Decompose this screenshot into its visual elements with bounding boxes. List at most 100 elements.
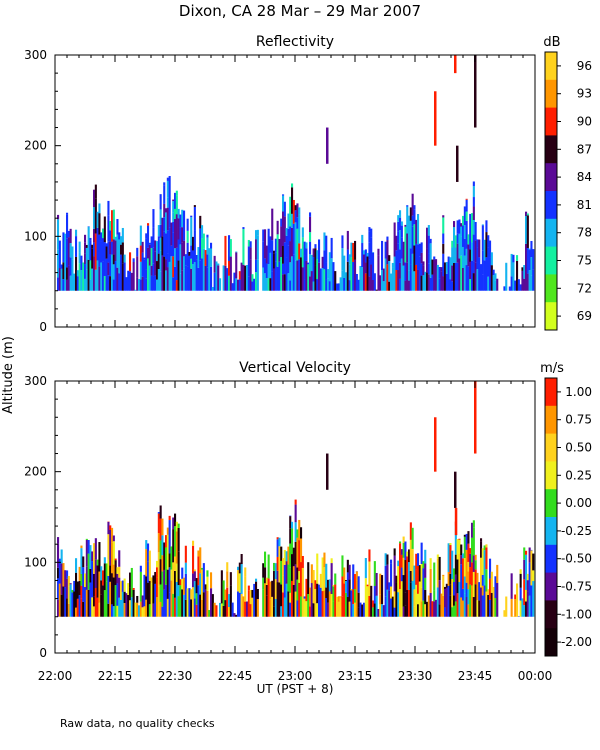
- data-cell: [116, 605, 119, 617]
- data-cell: [256, 259, 259, 291]
- data-cell: [111, 254, 114, 291]
- data-cell: [98, 234, 101, 267]
- data-cell: [462, 246, 465, 269]
- data-cell: [316, 603, 319, 617]
- data-cell: [364, 578, 367, 604]
- data-cell: [60, 264, 63, 269]
- colorbar-label: 1.00: [565, 385, 592, 399]
- data-cell: [247, 590, 250, 617]
- data-cell: [429, 243, 432, 278]
- data-cell: [116, 234, 119, 268]
- data-cell: [388, 281, 391, 291]
- data-cell: [262, 241, 265, 268]
- data-cell: [440, 267, 443, 272]
- data-cell: [411, 580, 414, 617]
- data-cell: [307, 264, 310, 291]
- data-cell: [391, 262, 394, 268]
- data-cell: [433, 590, 436, 602]
- data-cell: [249, 589, 252, 605]
- data-cell: [485, 544, 488, 548]
- data-cell: [307, 593, 310, 617]
- data-cell: [87, 540, 90, 554]
- data-cell: [294, 591, 297, 617]
- data-cell: [296, 529, 299, 538]
- data-cell: [427, 595, 430, 617]
- data-cell: [247, 239, 250, 247]
- data-cell: [309, 587, 312, 607]
- colorbar-swatch: [545, 517, 557, 546]
- data-cell: [251, 597, 254, 617]
- data-cell: [67, 265, 70, 291]
- data-cell: [127, 583, 130, 595]
- data-cell: [393, 222, 396, 257]
- data-cell: [93, 256, 96, 291]
- data-cell: [105, 246, 108, 259]
- data-cell: [237, 570, 240, 592]
- data-cell: [67, 237, 70, 266]
- data-cell: [453, 568, 456, 582]
- data-cell: [386, 554, 389, 565]
- data-cell: [143, 574, 146, 607]
- data-cell: [93, 189, 96, 208]
- data-cell: [305, 601, 308, 617]
- data-cell: [463, 576, 466, 594]
- data-cell: [222, 265, 225, 291]
- data-cell: [147, 582, 150, 617]
- data-cell: [233, 272, 236, 291]
- data-cell: [175, 247, 178, 281]
- data-cell: [406, 233, 409, 263]
- data-cell: [103, 242, 106, 277]
- data-cell: [309, 254, 312, 277]
- data-cell: [485, 547, 488, 570]
- data-cell: [300, 562, 303, 597]
- data-cell: [76, 276, 79, 291]
- data-cell: [183, 594, 186, 617]
- data-cell: [476, 572, 479, 601]
- colorbar-swatch: [545, 79, 557, 109]
- data-cell: [289, 567, 292, 593]
- data-cell: [368, 259, 371, 277]
- data-cell: [325, 262, 328, 280]
- data-cell: [170, 256, 173, 291]
- data-cell: [390, 586, 393, 599]
- data-cell: [179, 585, 182, 617]
- data-cell: [323, 590, 326, 617]
- data-cell: [415, 219, 418, 244]
- data-cell: [152, 276, 155, 291]
- data-cell: [381, 575, 384, 605]
- colorbar-frame: [544, 377, 558, 657]
- data-cell: [256, 229, 259, 236]
- data-cell: [91, 551, 94, 562]
- data-cell: [184, 265, 187, 291]
- data-cell: [58, 583, 61, 617]
- data-cell: [166, 207, 169, 231]
- data-cell: [255, 272, 258, 291]
- data-cell: [174, 556, 177, 571]
- data-cell: [316, 553, 319, 565]
- data-cell: [517, 279, 520, 291]
- data-cell: [118, 577, 121, 598]
- data-cell: [341, 248, 344, 271]
- data-cell: [359, 266, 362, 291]
- data-cell: [157, 586, 160, 617]
- data-cell: [224, 589, 227, 601]
- data-cell: [436, 554, 439, 559]
- data-cell: [211, 594, 214, 617]
- data-cell: [289, 592, 292, 603]
- data-cell: [409, 220, 412, 249]
- data-cell: [345, 580, 348, 593]
- data-cell: [285, 228, 288, 236]
- data-cell: [373, 273, 376, 291]
- colorbar-swatch: [545, 433, 557, 462]
- data-cell: [168, 191, 171, 228]
- data-cell: [409, 539, 412, 571]
- data-cell: [481, 548, 484, 575]
- data-cell: [316, 564, 319, 584]
- data-cell: [177, 585, 180, 597]
- reflectivity-x-ticks: [54, 55, 536, 327]
- data-cell: [141, 595, 144, 608]
- data-cell: [213, 602, 216, 617]
- data-cell: [251, 589, 254, 598]
- data-cell: [87, 589, 90, 617]
